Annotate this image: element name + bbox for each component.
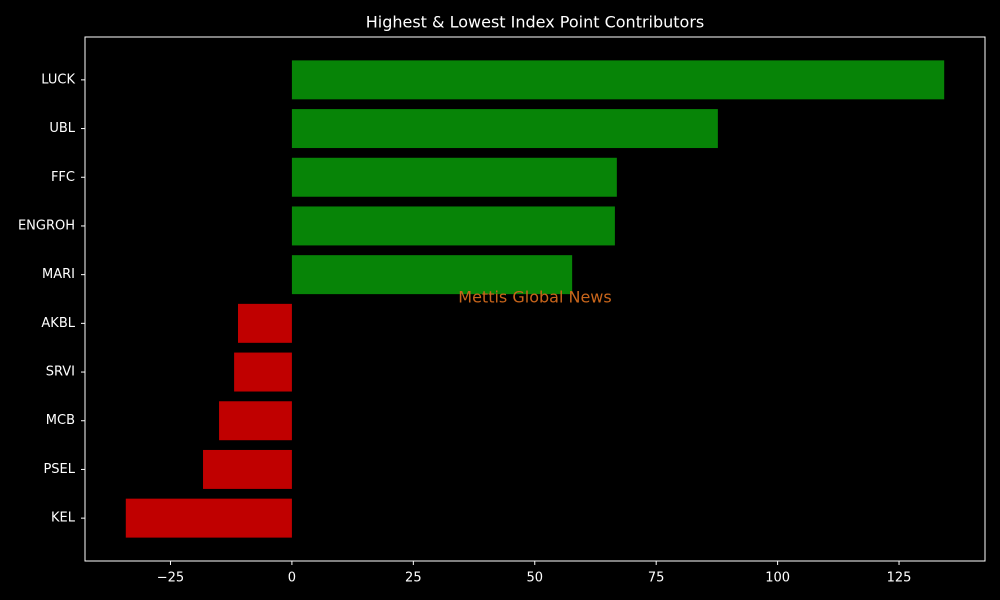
x-tick-label: 75 bbox=[648, 571, 665, 586]
bar bbox=[291, 60, 945, 100]
y-tick-label: PSEL bbox=[43, 462, 75, 477]
x-tick-label: 100 bbox=[765, 571, 790, 586]
y-tick-label: MARI bbox=[42, 267, 75, 282]
y-tick-label: FFC bbox=[51, 170, 75, 185]
y-tick-label: AKBL bbox=[41, 316, 75, 331]
bar bbox=[291, 109, 718, 149]
y-tick-label: LUCK bbox=[41, 72, 75, 87]
bar bbox=[125, 498, 292, 538]
bar bbox=[291, 255, 573, 295]
y-tick-label: ENGROH bbox=[18, 218, 75, 233]
y-tick-label: UBL bbox=[49, 121, 75, 136]
bar bbox=[219, 401, 292, 441]
bar bbox=[237, 303, 292, 343]
chart-title: Highest & Lowest Index Point Contributor… bbox=[366, 13, 705, 32]
bar bbox=[203, 449, 292, 489]
y-tick-label: MCB bbox=[46, 413, 75, 428]
bar bbox=[291, 157, 617, 197]
x-tick-label: −25 bbox=[157, 571, 184, 586]
x-tick-label: 50 bbox=[526, 571, 543, 586]
x-tick-label: 25 bbox=[405, 571, 422, 586]
bar bbox=[291, 206, 615, 246]
y-tick-label: SRVI bbox=[46, 365, 75, 380]
watermark: Mettis Global News bbox=[458, 288, 611, 307]
plot-frame bbox=[84, 36, 986, 562]
x-tick-label: 0 bbox=[288, 571, 296, 586]
x-tick-label: 125 bbox=[887, 571, 912, 586]
bar bbox=[234, 352, 292, 392]
y-tick-label: KEL bbox=[51, 511, 76, 526]
